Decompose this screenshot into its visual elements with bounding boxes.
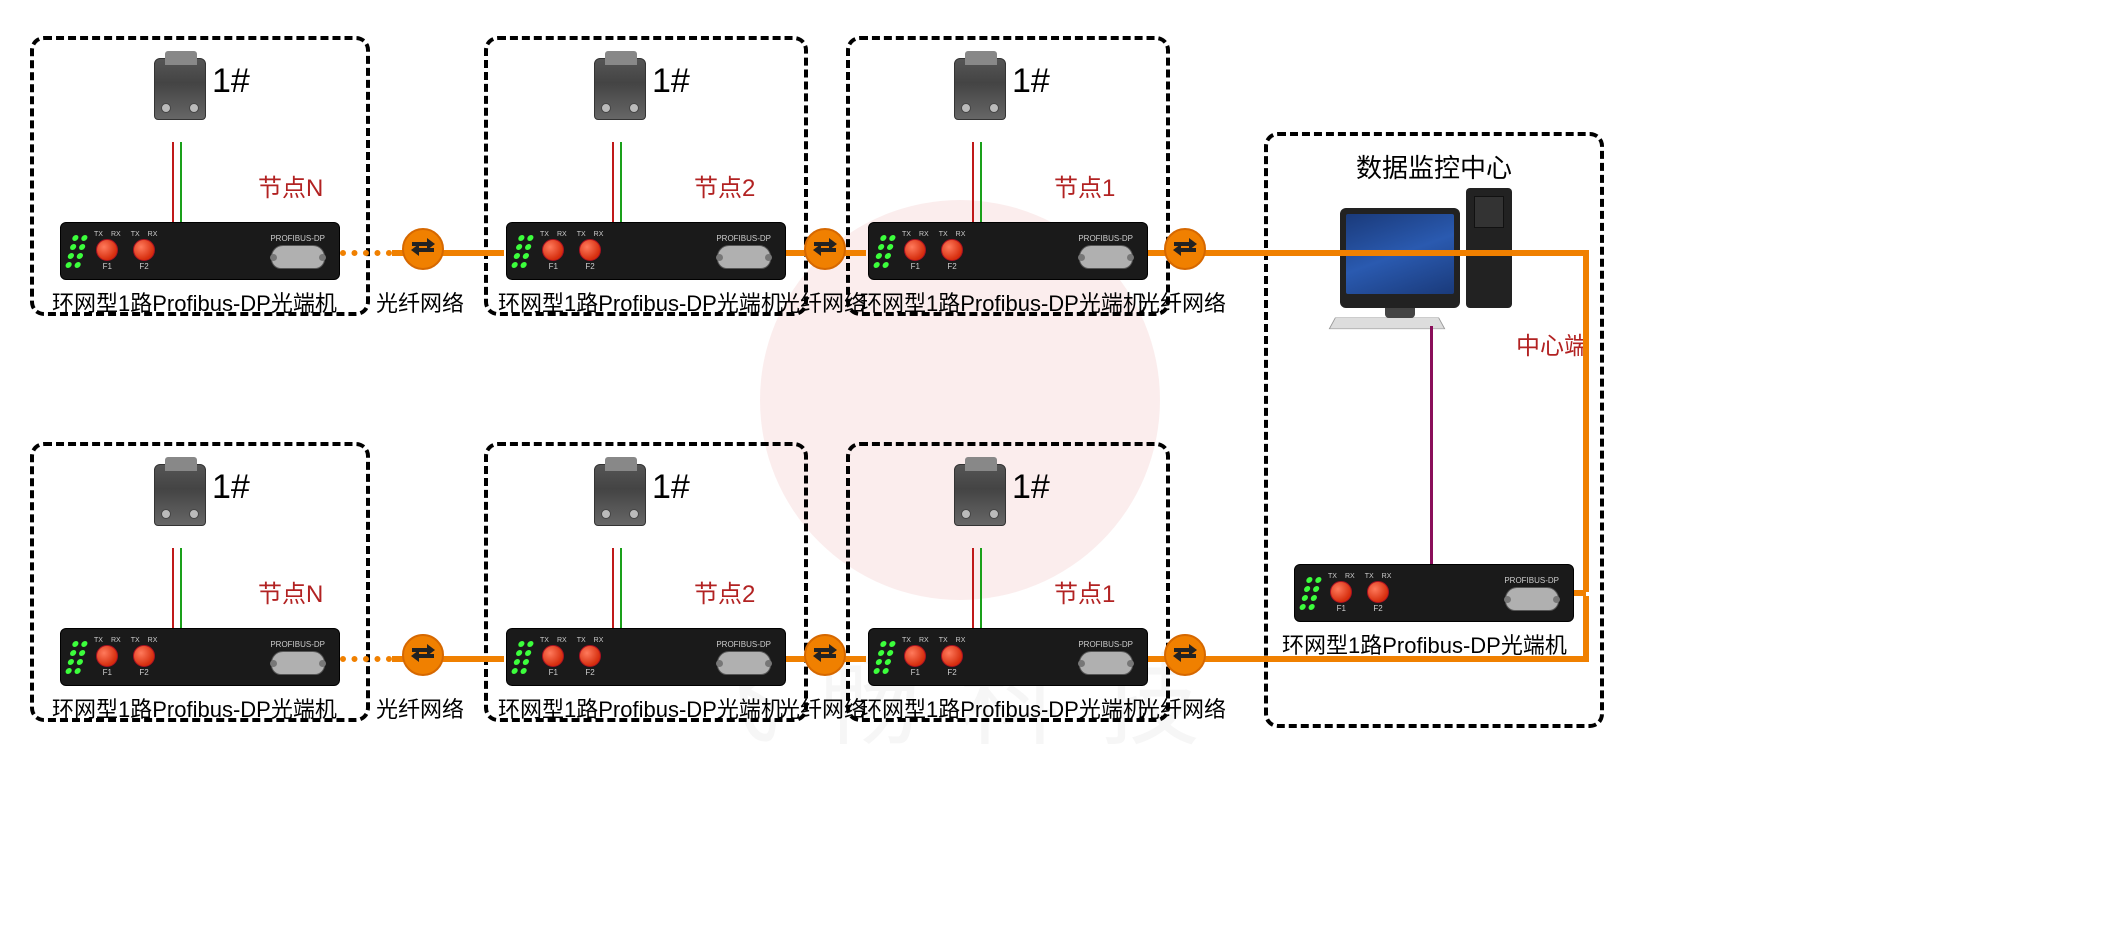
- fiber-label: 光纤网络: [1138, 286, 1226, 318]
- cable-pair: [972, 142, 982, 222]
- profibus-device: TXRXF1TXRXF2PROFIBUS-DP: [506, 628, 786, 686]
- fiber-arrows-icon: [804, 228, 846, 270]
- db9-connector: [588, 464, 654, 552]
- device-label: 环网型1路Profibus-DP光端机: [52, 692, 337, 724]
- node-name: 节点1: [1054, 168, 1115, 203]
- fiber-arrows-icon: [402, 634, 444, 676]
- connector-label: 1#: [212, 468, 250, 507]
- fiber-arrows-icon: [402, 228, 444, 270]
- fiber-label: 光纤网络: [376, 286, 464, 318]
- cable-pair: [972, 548, 982, 628]
- profibus-device: TXRXF1TXRXF2PROFIBUS-DP: [1294, 564, 1574, 622]
- db9-connector: [588, 58, 654, 146]
- fiber-arrows-icon: [804, 634, 846, 676]
- device-label: 环网型1路Profibus-DP光端机: [52, 286, 337, 318]
- fiber-label: 光纤网络: [376, 692, 464, 724]
- fiber-link: [1583, 596, 1589, 662]
- cable-pair: [612, 548, 622, 628]
- node-name: 节点1: [1054, 574, 1115, 609]
- connector-label: 1#: [652, 468, 690, 507]
- profibus-device: TXRXF1TXRXF2PROFIBUS-DP: [60, 628, 340, 686]
- fiber-link: [1262, 656, 1586, 662]
- fiber-label: 光纤网络: [778, 286, 866, 318]
- fiber-link: [1583, 250, 1589, 592]
- device-label: 环网型1路Profibus-DP光端机: [498, 286, 783, 318]
- device-label: 环网型1路Profibus-DP光端机: [498, 692, 783, 724]
- fiber-link-dotted: [340, 250, 392, 256]
- db9-connector: [948, 58, 1014, 146]
- connector-label: 1#: [652, 62, 690, 101]
- profibus-device: TXRXF1TXRXF2PROFIBUS-DP: [868, 628, 1148, 686]
- node-name: 节点2: [694, 574, 755, 609]
- db9-connector: [148, 464, 214, 552]
- db9-connector: [948, 464, 1014, 552]
- computer-icon: [1340, 188, 1512, 308]
- connector-label: 1#: [212, 62, 250, 101]
- connector-label: 1#: [1012, 62, 1050, 101]
- device-label: 环网型1路Profibus-DP光端机: [860, 692, 1145, 724]
- fiber-arrows-icon: [1164, 228, 1206, 270]
- center-vline: [1430, 326, 1433, 564]
- node-name: 节点N: [258, 168, 323, 203]
- db9-connector: [148, 58, 214, 146]
- profibus-device: TXRXF1TXRXF2PROFIBUS-DP: [868, 222, 1148, 280]
- cable-pair: [172, 142, 182, 222]
- cable-pair: [612, 142, 622, 222]
- fiber-label: 光纤网络: [1138, 692, 1226, 724]
- fiber-link-dotted: [340, 656, 392, 662]
- node-name: 节点2: [694, 168, 755, 203]
- node-name: 节点N: [258, 574, 323, 609]
- profibus-device: TXRXF1TXRXF2PROFIBUS-DP: [506, 222, 786, 280]
- fiber-label: 光纤网络: [778, 692, 866, 724]
- connector-label: 1#: [1012, 468, 1050, 507]
- device-label: 环网型1路Profibus-DP光端机: [860, 286, 1145, 318]
- center-title: 数据监控中心: [1334, 148, 1534, 185]
- cable-pair: [172, 548, 182, 628]
- center-end-label: 中心端: [1516, 326, 1588, 361]
- profibus-device: TXRXF1TXRXF2PROFIBUS-DP: [60, 222, 340, 280]
- fiber-link: [1262, 250, 1586, 256]
- fiber-arrows-icon: [1164, 634, 1206, 676]
